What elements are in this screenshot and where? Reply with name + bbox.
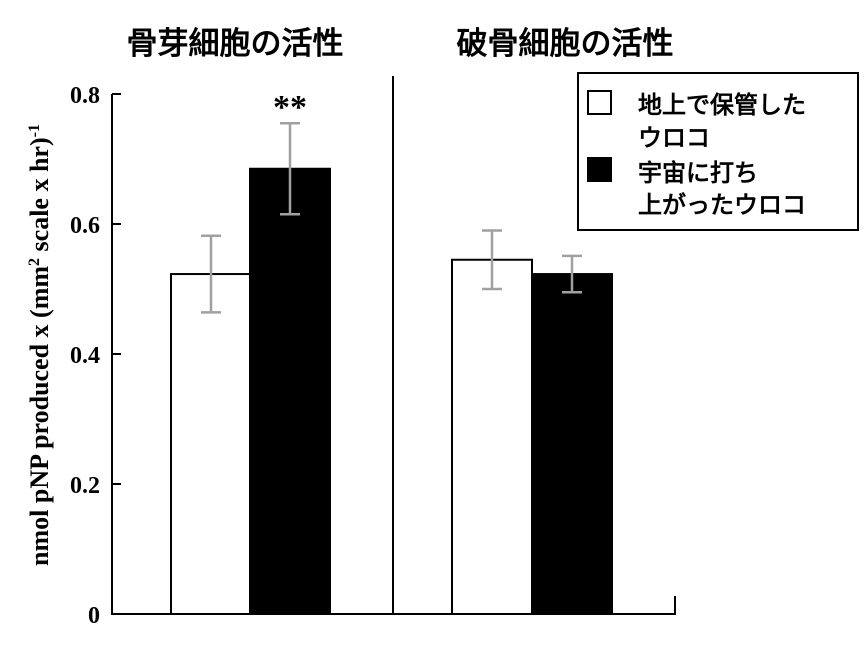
legend-label: 地上で保管した xyxy=(638,91,806,119)
bar xyxy=(170,273,252,615)
y-axis-label: nmol pNP produced x (mm2 scale x hr)-1 xyxy=(25,124,54,566)
significance-marker: ** xyxy=(273,89,307,126)
y-tick-label: 0.6 xyxy=(70,213,100,239)
legend-label: 宇宙に打ち xyxy=(638,159,758,187)
bar xyxy=(451,258,533,615)
bar xyxy=(531,273,613,615)
error-bars xyxy=(201,122,582,314)
bars xyxy=(170,167,613,615)
y-tick-label: 0.4 xyxy=(70,343,100,369)
legend-swatch xyxy=(587,90,612,115)
legend-box xyxy=(577,72,859,231)
y-ticks: 0 0.2 0.4 0.6 0.8 xyxy=(70,83,121,629)
bar xyxy=(249,167,331,615)
legend-label: 上がったウロコ xyxy=(638,191,806,219)
y-tick-label: 0.8 xyxy=(70,83,100,109)
group-title: 骨芽細胞の活性 xyxy=(127,26,344,62)
group-titles: 骨芽細胞の活性 破骨細胞の活性 xyxy=(127,26,674,62)
group-title: 破骨細胞の活性 xyxy=(457,26,674,62)
annotations: ** xyxy=(273,89,307,126)
legend-label: ウロコ xyxy=(638,124,710,152)
legend-swatch xyxy=(587,157,612,182)
y-tick-label: 0 xyxy=(88,603,100,629)
y-axis-label-group: nmol pNP produced x (mm2 scale x hr)-1 xyxy=(25,124,54,566)
y-tick-label: 0.2 xyxy=(70,473,100,499)
